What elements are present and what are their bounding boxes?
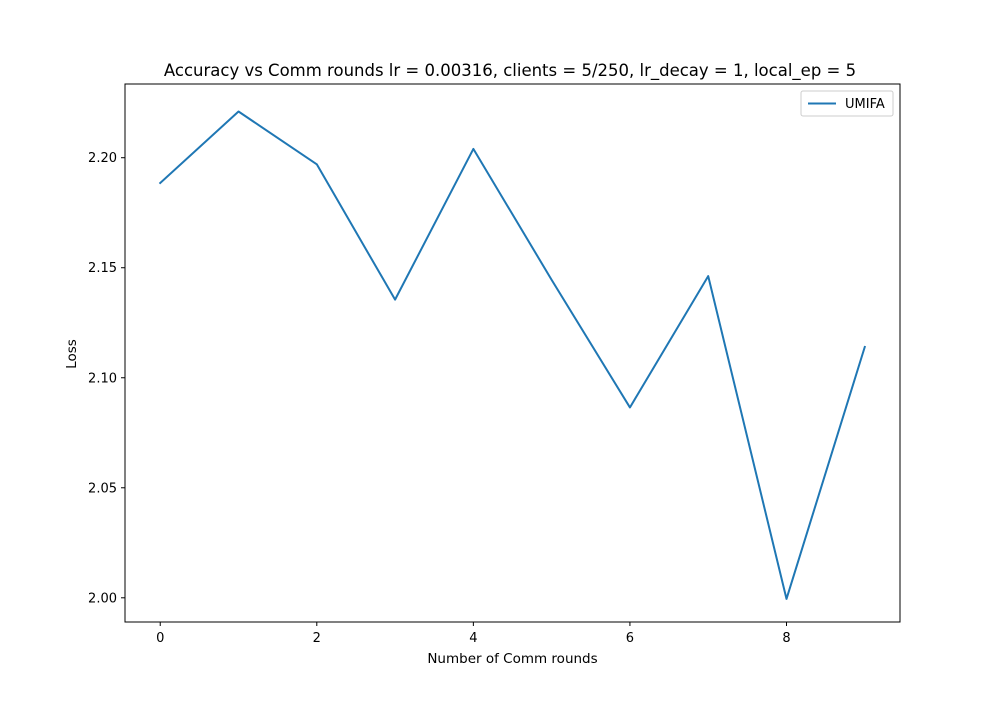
- x-axis-label: Number of Comm rounds: [427, 651, 597, 667]
- y-tick-label: 2.00: [88, 591, 117, 606]
- legend: UMIFA: [800, 90, 894, 117]
- x-tick-label: 0: [156, 631, 164, 646]
- legend-box: [800, 90, 894, 117]
- legend-label-umifa: UMIFA: [845, 97, 885, 112]
- y-axis: 2.00 2.05 2.10 2.15 2.20: [88, 151, 125, 606]
- x-tick-label: 4: [469, 631, 477, 646]
- series-line-umifa: [158, 110, 867, 600]
- x-tick-label: 2: [313, 631, 321, 646]
- chart-title: Accuracy vs Comm rounds lr = 0.00316, cl…: [164, 61, 856, 81]
- y-tick-label: 2.20: [88, 151, 117, 166]
- y-axis-label: Loss: [64, 339, 80, 369]
- plot-frame: [124, 83, 901, 623]
- x-axis: 0 2 4 6 8: [156, 622, 791, 646]
- y-tick-label: 2.05: [88, 481, 117, 496]
- plot-area: [124, 83, 901, 623]
- x-tick-label: 6: [626, 631, 634, 646]
- x-tick-label: 8: [782, 631, 790, 646]
- y-tick-label: 2.10: [88, 371, 117, 386]
- y-tick-label: 2.15: [88, 261, 117, 276]
